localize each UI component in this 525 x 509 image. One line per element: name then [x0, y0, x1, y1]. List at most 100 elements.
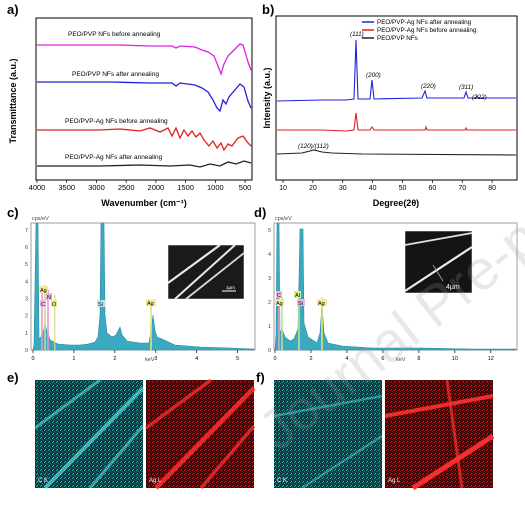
xrd-xtick-label: 50	[399, 185, 407, 192]
sem-inset-c: 1µm	[167, 244, 245, 300]
eds-d-xtick-label: 10	[452, 356, 458, 362]
eds-d-ytick-label: 0	[268, 348, 271, 354]
ftir-xtick-label: 1000	[207, 183, 224, 192]
eds-c-xtick-label: 0	[31, 356, 34, 362]
eds-c-xtick-label: 5	[236, 356, 239, 362]
eds-chart-c: cps/eV 0 1 2 3 4 5 0 1 2 3 4 5 6 7 Ag N C O Si Ag 1µm…	[25, 216, 256, 363]
eds-c-marker-n	[47, 290, 49, 350]
xrd-legend-1: PEO/PVP-Ag NFs before annealing	[377, 27, 477, 34]
xrd-ylabel: Intensity (a.u.)	[262, 67, 272, 128]
panel-c: c) cps/eV 0 1 2 3 4 5 0 1 2 3 4 5 6 7 Ag N C O Si Ag …	[0, 205, 262, 365]
ftir-series-2	[37, 126, 252, 152]
map-e-silver-label: Ag L	[149, 478, 162, 484]
map-tile-f-silver: Ag L	[384, 379, 495, 491]
panel-label-a: a)	[7, 2, 19, 17]
xrd-chart: 10 20 30 40 50 60 70 80 PEO/PVP-Ag NFs after an…	[262, 15, 518, 208]
ftir-xtick-label: 3500	[58, 183, 75, 192]
eds-c-tag-o	[51, 300, 57, 307]
eds-d-ylabel: cps/eV	[275, 216, 292, 222]
eds-c-ytick-label: 0	[25, 348, 28, 354]
eds-d-xlabel: keV	[396, 357, 406, 363]
ftir-legend-3: PEO/PVP-Ag NFs after annealing	[65, 154, 163, 161]
panel-label-e: e)	[7, 370, 19, 385]
eds-c-ytick-label: 2	[25, 314, 28, 320]
map-tile-e-carbon: C K	[34, 378, 145, 490]
sem-inset-d: 4µm	[404, 230, 473, 294]
eds-d-tag-si	[297, 299, 305, 306]
eds-d-ytick-label: 4	[268, 252, 271, 258]
eds-c-spectrum	[32, 222, 255, 351]
eds-c-ytick-label: 6	[25, 245, 28, 251]
eds-c-label-n: N	[47, 295, 51, 301]
xrd-peak-222: (222)	[472, 94, 487, 101]
map-tile-f-carbon: C K	[273, 380, 383, 490]
xrd-peak-220: (220)	[421, 83, 436, 90]
eds-d-tag-c	[276, 291, 282, 298]
eds-d-xtick-label: 2	[309, 356, 312, 362]
eds-d-marker-c	[278, 293, 280, 350]
ftir-series-0	[37, 43, 252, 77]
eds-c-marker-c	[41, 291, 43, 350]
panel-d: d) cps/eV 0 2 4 6 8 10 12 0 1 2 3 4 5 C Ag Al Si Ag …	[254, 205, 525, 365]
eds-c-ylabel: cps/eV	[32, 216, 49, 222]
eds-c-tag-n	[46, 293, 52, 300]
xrd-xtick-label: 10	[279, 185, 287, 192]
xrd-xlabel: Degree(2θ)	[373, 198, 419, 208]
eds-d-label-ag2: Ag	[318, 301, 325, 307]
eds-d-frame	[273, 222, 518, 351]
eds-d-xtick-label: 12	[488, 356, 494, 362]
eds-d-tag-ag2	[317, 299, 327, 306]
ftir-xtick-label: 4000	[29, 183, 46, 192]
panel-label-d: d)	[254, 205, 267, 220]
ftir-plot-frame	[35, 17, 253, 181]
ftir-chart: 4000 3500 3000 2500 2000 1500 1000 500 PEO/PVP …	[8, 17, 253, 208]
xrd-peak-311: (311)	[459, 84, 473, 91]
eds-d-ytick-label: 1	[268, 324, 271, 330]
xrd-legend-2: PEO/PVP NFs	[377, 35, 418, 42]
eds-map-f: C K Ag L	[273, 379, 495, 491]
xrd-xtick-label: 60	[428, 185, 436, 192]
xrd-plot-frame	[275, 15, 518, 181]
sem-inset-d-scale-label: 4µm	[446, 284, 460, 291]
xrd-peak-200: (200)	[366, 72, 381, 79]
eds-d-label-si: Si	[298, 301, 303, 307]
eds-c-xtick-label: 3	[154, 356, 157, 362]
xrd-xtick-label: 40	[369, 185, 377, 192]
panel-label-f: f)	[256, 370, 265, 385]
panel-f: f) C K Ag L	[256, 366, 525, 504]
eds-c-xlabel: keV	[145, 357, 155, 363]
ftir-ylabel: Transmittance (a.u.)	[8, 58, 18, 143]
ftir-xtick-label: 2500	[118, 183, 135, 192]
ftir-xtick-label: 3000	[88, 183, 105, 192]
eds-c-xtick-label: 2	[113, 356, 116, 362]
eds-c-ytick-label: 7	[25, 228, 28, 234]
xrd-series-0	[276, 39, 516, 102]
xrd-peak-111: (111)	[350, 31, 364, 38]
eds-c-ytick-label: 4	[25, 279, 28, 285]
map-f-carbon-label: C K	[277, 478, 287, 484]
eds-d-tag-al	[294, 291, 301, 298]
xrd-xtick-label: 70	[458, 185, 466, 192]
ftir-legend-1: PEO/PVP NFs after annealing	[72, 71, 159, 78]
ftir-xlabel: Wavenumber (cm⁻¹)	[101, 198, 186, 208]
panel-a: a) 4000 3500 3000 2500 2000 1500 1000 500 PEO/P…	[0, 0, 262, 212]
eds-c-xtick-label: 1	[72, 356, 75, 362]
panel-b: b) 10 20 30 40 50 60 70 80 PEO/PVP-Ag NFs after…	[262, 0, 525, 212]
eds-c-marker-o	[54, 295, 56, 350]
eds-d-marker-ag	[281, 297, 283, 350]
xrd-xtick-label: 80	[488, 185, 496, 192]
xrd-peak-120-112: (120)/(112)	[298, 143, 329, 150]
eds-c-label-c: C	[41, 302, 45, 308]
eds-c-ytick-label: 3	[25, 297, 28, 303]
ftir-legend-2: PEO/PVP-Ag NFs before annealing	[65, 118, 168, 125]
eds-c-tag-si	[97, 300, 105, 307]
eds-c-ytick-label: 5	[25, 262, 28, 268]
eds-c-tag-c	[40, 300, 46, 307]
xrd-xtick-label: 30	[339, 185, 347, 192]
map-f-silver-label: Ag L	[388, 478, 401, 484]
ftir-series-3	[37, 160, 252, 168]
eds-d-xtick-label: 8	[417, 356, 420, 362]
eds-d-ytick-label: 5	[268, 228, 271, 234]
eds-c-xtick-label: 4	[195, 356, 198, 362]
